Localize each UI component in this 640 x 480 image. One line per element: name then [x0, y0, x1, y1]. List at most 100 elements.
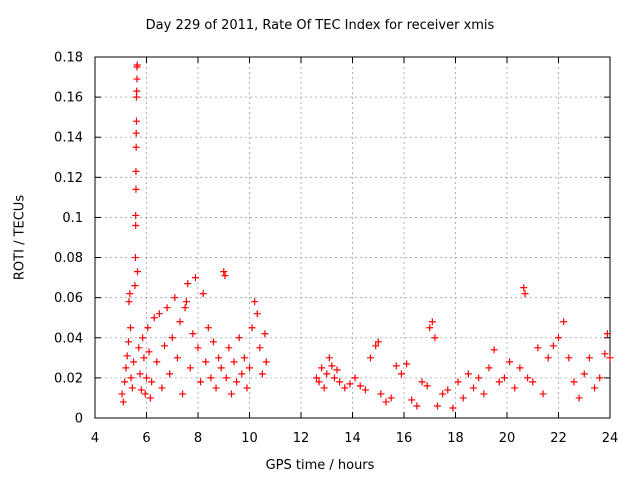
data-point: [596, 374, 604, 382]
data-point: [209, 338, 217, 346]
data-point: [131, 254, 139, 262]
data-point: [136, 370, 144, 378]
data-point: [413, 402, 421, 410]
data-point: [246, 364, 253, 372]
y-tick-label: 0.08: [54, 251, 83, 266]
data-point: [511, 384, 519, 392]
data-point: [182, 298, 190, 306]
data-point: [418, 378, 426, 386]
data-point: [575, 394, 583, 402]
axis-ticks: 4 6 8 10 12 14 16 18 20 22 24 0 0.02 0.04 0.06 0.08 0.1 0…: [54, 51, 618, 447]
data-point: [539, 390, 547, 398]
data-point: [403, 360, 411, 368]
y-axis-label: ROTI / TECUs: [12, 194, 28, 281]
data-point: [439, 390, 447, 398]
y-tick-label: 0.12: [54, 171, 83, 186]
y-tick-label: 0.16: [54, 91, 83, 106]
data-point: [212, 384, 220, 392]
data-point: [166, 370, 174, 378]
data-point: [480, 390, 488, 398]
data-point: [133, 61, 141, 69]
data-point: [315, 378, 323, 386]
data-point: [132, 93, 140, 101]
data-point: [222, 374, 230, 382]
data-point: [145, 348, 153, 356]
data-point: [580, 370, 588, 378]
data-point: [336, 378, 344, 386]
data-point: [168, 334, 176, 342]
x-tick-label: 10: [241, 431, 258, 446]
data-point: [126, 290, 134, 298]
data-point: [153, 358, 161, 366]
data-point: [127, 324, 135, 332]
data-point: [197, 378, 205, 386]
data-point: [426, 324, 434, 332]
data-point: [189, 330, 197, 338]
data-point: [312, 374, 320, 382]
data-point: [585, 354, 593, 362]
data-point: [261, 330, 269, 338]
data-point: [356, 382, 364, 390]
data-point: [173, 354, 181, 362]
data-point: [520, 284, 528, 292]
y-tick-label: 0.06: [54, 291, 83, 306]
data-point: [199, 290, 207, 298]
data-point: [124, 338, 132, 346]
data-point: [377, 390, 385, 398]
data-point: [176, 318, 184, 326]
data-point: [529, 378, 537, 386]
data-point: [506, 358, 514, 366]
data-point: [128, 384, 136, 392]
data-points: [118, 61, 614, 412]
data-point: [591, 384, 599, 392]
y-tick-label: 0.1: [62, 211, 83, 226]
x-tick-label: 16: [396, 431, 413, 446]
data-point: [351, 374, 359, 382]
data-point: [150, 314, 158, 322]
data-point: [521, 290, 529, 298]
y-tick-label: 0.14: [54, 131, 83, 146]
data-point: [464, 370, 472, 378]
data-point: [524, 374, 532, 382]
data-point: [397, 370, 405, 378]
chart-title: Day 229 of 2011, Rate Of TEC Index for r…: [145, 18, 495, 33]
data-point: [328, 362, 336, 370]
data-point: [133, 268, 141, 276]
data-point: [127, 374, 135, 382]
data-point: [549, 342, 557, 350]
y-tick-label: 0.18: [54, 51, 83, 66]
data-point: [186, 364, 194, 372]
data-point: [217, 364, 225, 372]
data-point: [454, 378, 462, 386]
data-point: [131, 282, 139, 290]
data-point: [367, 354, 375, 362]
x-tick-label: 22: [550, 431, 567, 446]
data-point: [392, 362, 400, 370]
data-point: [221, 272, 229, 280]
data-point: [158, 384, 166, 392]
data-point: [423, 382, 431, 390]
data-point: [146, 394, 154, 402]
data-point: [141, 390, 149, 398]
data-point: [325, 354, 333, 362]
data-point: [238, 370, 246, 378]
data-point: [330, 374, 338, 382]
data-point: [341, 384, 349, 392]
data-point: [155, 310, 163, 318]
data-point: [485, 364, 493, 372]
data-point: [227, 390, 235, 398]
data-point: [431, 334, 439, 342]
data-point: [560, 318, 568, 326]
y-tick-label: 0: [75, 412, 83, 427]
data-point: [387, 394, 395, 402]
data-point: [333, 366, 341, 374]
data-point: [251, 298, 259, 306]
data-point: [204, 324, 212, 332]
data-point: [555, 334, 562, 342]
data-point: [606, 354, 614, 362]
data-point: [495, 378, 503, 386]
data-point: [181, 304, 189, 312]
data-point: [163, 304, 171, 312]
data-point: [534, 344, 542, 352]
